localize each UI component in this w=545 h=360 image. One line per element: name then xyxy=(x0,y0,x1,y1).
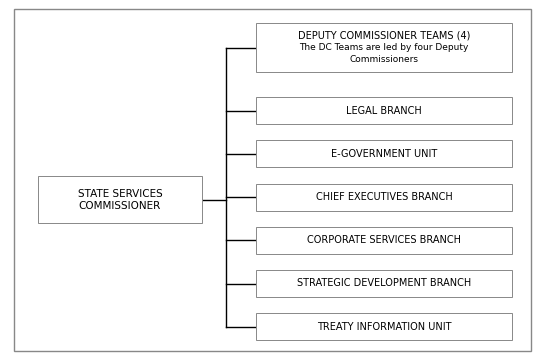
Bar xyxy=(256,140,512,167)
Bar xyxy=(256,227,512,254)
Text: CORPORATE SERVICES BRANCH: CORPORATE SERVICES BRANCH xyxy=(307,235,461,245)
Text: COMMISSIONER: COMMISSIONER xyxy=(79,201,161,211)
Text: STATE SERVICES: STATE SERVICES xyxy=(77,189,162,199)
Bar xyxy=(256,97,512,124)
Text: TREATY INFORMATION UNIT: TREATY INFORMATION UNIT xyxy=(317,322,451,332)
Text: The DC Teams are led by four Deputy: The DC Teams are led by four Deputy xyxy=(300,43,469,52)
Text: LEGAL BRANCH: LEGAL BRANCH xyxy=(347,106,422,116)
Text: E-GOVERNMENT UNIT: E-GOVERNMENT UNIT xyxy=(331,149,437,159)
Bar xyxy=(38,176,202,223)
Text: CHIEF EXECUTIVES BRANCH: CHIEF EXECUTIVES BRANCH xyxy=(316,192,452,202)
Bar xyxy=(256,184,512,211)
Text: STRATEGIC DEVELOPMENT BRANCH: STRATEGIC DEVELOPMENT BRANCH xyxy=(297,279,471,288)
Text: Commissioners: Commissioners xyxy=(350,55,419,64)
Text: DEPUTY COMMISSIONER TEAMS (4): DEPUTY COMMISSIONER TEAMS (4) xyxy=(298,31,470,41)
Bar xyxy=(256,23,512,72)
Bar xyxy=(256,270,512,297)
Bar xyxy=(256,313,512,340)
